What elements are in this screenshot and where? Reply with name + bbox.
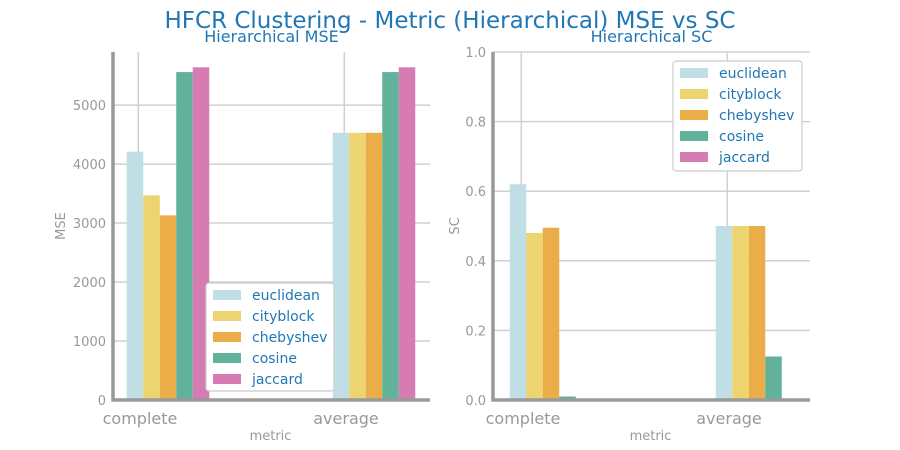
legend-label-euclidean: euclidean <box>252 288 320 304</box>
y-tick-label: 0 <box>98 394 106 409</box>
bar-euclidean-complete <box>126 151 144 400</box>
legend-swatch-euclidean <box>213 290 241 300</box>
bar-cosine-complete <box>176 72 193 401</box>
legend-label-cosine: cosine <box>719 129 764 145</box>
y-tick-label: 2000 <box>73 276 106 291</box>
chart-panel-1: Hierarchical MSE 0 1000 2000 3000 4000 5000 com… <box>54 27 430 444</box>
bar-cityblock-average <box>732 226 749 400</box>
panel-title: Hierarchical MSE <box>204 27 339 46</box>
bar-chebyshev-average <box>748 226 766 400</box>
x-tick-label: average <box>313 409 379 428</box>
bar-chebyshev-complete <box>159 215 177 400</box>
bar-chebyshev-complete <box>542 227 560 400</box>
y-axis-label: SC <box>448 217 463 234</box>
legend-label-jaccard: jaccard <box>251 372 303 388</box>
bar-euclidean-average <box>715 226 733 400</box>
y-tick-label: 0.0 <box>465 394 486 409</box>
legend-swatch-cityblock <box>680 89 708 99</box>
legend-label-euclidean: euclidean <box>719 66 787 82</box>
legend-label-chebyshev: chebyshev <box>719 108 794 124</box>
y-axis-label: MSE <box>54 212 69 240</box>
y-tick-label: 1.0 <box>465 46 486 61</box>
legend: euclidean cityblock chebyshev cosine jaccard <box>672 60 803 172</box>
legend-label-cityblock: cityblock <box>719 87 782 103</box>
y-tick-label: 0.2 <box>465 324 486 339</box>
legend-swatch-chebyshev <box>680 110 708 120</box>
legend-swatch-euclidean <box>680 68 708 78</box>
bar-jaccard-average <box>398 67 416 400</box>
legend-box <box>205 282 335 392</box>
y-tick-label: 1000 <box>73 335 106 350</box>
legend-label-cityblock: cityblock <box>252 309 315 325</box>
bar-euclidean-average <box>332 132 350 401</box>
panel-title: Hierarchical SC <box>591 27 713 46</box>
bar-cityblock-complete <box>143 195 160 400</box>
y-tick-label: 3000 <box>73 217 106 232</box>
legend-label-jaccard: jaccard <box>718 150 770 166</box>
legend-label-cosine: cosine <box>252 351 297 367</box>
bar-cityblock-complete <box>526 232 543 400</box>
legend-label-chebyshev: chebyshev <box>252 330 327 346</box>
bar-chebyshev-average <box>365 132 383 401</box>
x-tick-label: complete <box>486 409 561 428</box>
legend-swatch-cosine <box>680 131 708 141</box>
y-tick-label: 5000 <box>73 99 106 114</box>
legend-swatch-jaccard <box>680 152 708 162</box>
y-tick-label: 0.8 <box>465 116 486 131</box>
bar-euclidean-complete <box>509 184 527 400</box>
legend-swatch-cosine <box>213 353 241 363</box>
legend-swatch-chebyshev <box>213 332 241 342</box>
x-tick-label: complete <box>103 409 178 428</box>
legend-box <box>672 60 803 172</box>
x-axis-label: metric <box>250 429 292 444</box>
y-tick-label: 0.4 <box>465 255 486 270</box>
bar-cityblock-average <box>349 132 366 401</box>
y-tick-label: 4000 <box>73 158 106 173</box>
legend-swatch-cityblock <box>213 311 241 321</box>
x-axis-label: metric <box>630 429 672 444</box>
figure-title: HFCR Clustering - Metric (Hierarchical) … <box>164 8 735 34</box>
x-tick-label: average <box>696 409 762 428</box>
bar-cosine-average <box>382 72 399 401</box>
legend-swatch-jaccard <box>213 374 241 384</box>
chart-panel-2: Hierarchical SC 0.0 0.2 0.4 0.6 0.8 1.0 complet… <box>448 27 810 444</box>
chart-panels: Hierarchical MSE 0 1000 2000 3000 4000 5000 com… <box>54 27 810 444</box>
legend: euclidean cityblock chebyshev cosine jaccard <box>205 282 335 392</box>
bar-cosine-average <box>765 356 782 400</box>
bar-jaccard-complete <box>192 67 210 400</box>
y-tick-label: 0.6 <box>465 185 486 200</box>
